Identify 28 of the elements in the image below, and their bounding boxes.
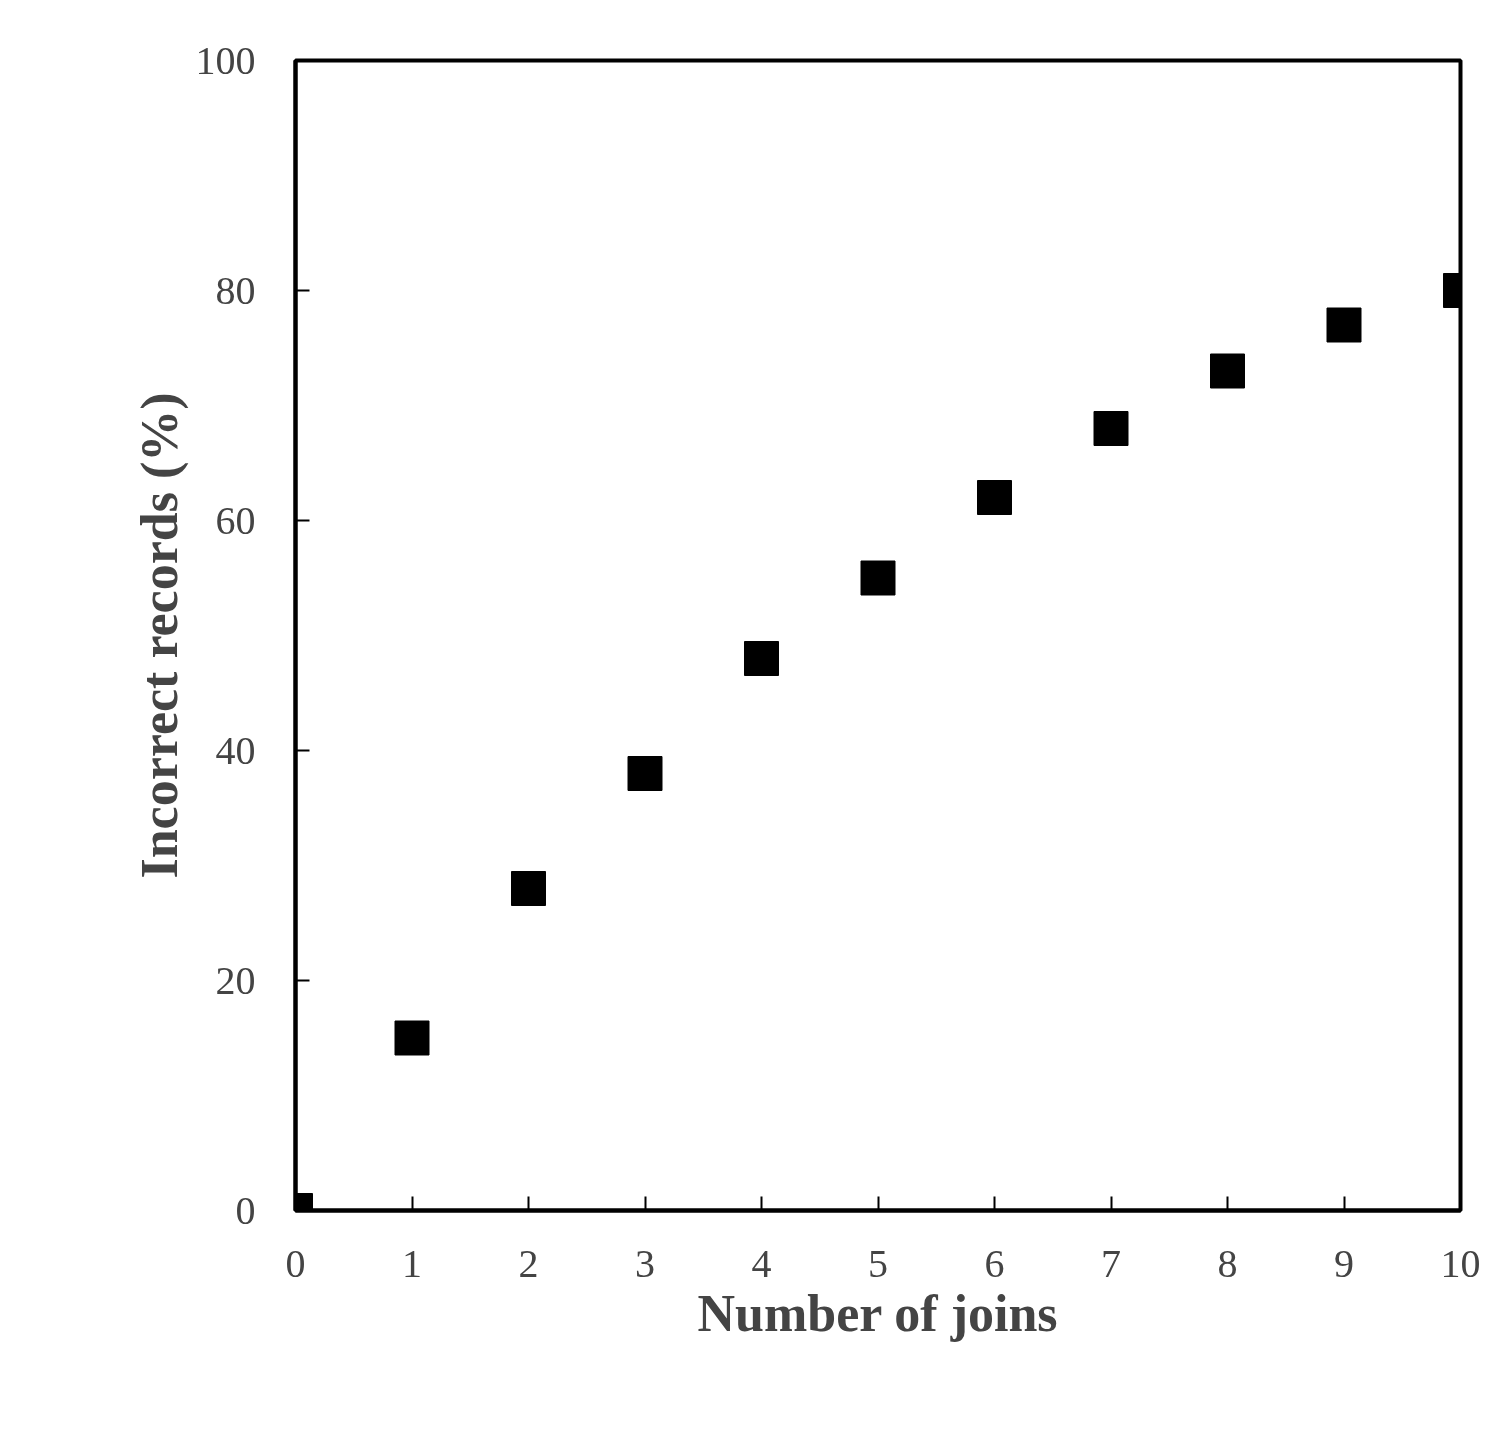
point xyxy=(394,1020,430,1056)
x-tick-label: 7 xyxy=(1101,1240,1121,1286)
x-tick-label: 3 xyxy=(635,1240,655,1286)
y-tick-label: 100 xyxy=(195,37,256,83)
point xyxy=(1326,307,1362,343)
y-tick-label: 0 xyxy=(235,1187,256,1233)
x-tick-label: 5 xyxy=(868,1240,888,1286)
y-tick-label: 20 xyxy=(215,957,256,1003)
point xyxy=(977,480,1012,515)
x-axis-title: Number of joins xyxy=(697,1284,1058,1342)
x-tick-label: 9 xyxy=(1334,1240,1354,1286)
point xyxy=(1093,411,1129,446)
x-tick-label: 4 xyxy=(751,1240,772,1286)
x-tick-label: 8 xyxy=(1217,1240,1238,1286)
x-tick-label: 6 xyxy=(984,1240,1005,1286)
x-tick-label: 0 xyxy=(285,1240,306,1286)
point xyxy=(860,560,896,596)
x-tick-label: 10 xyxy=(1440,1240,1481,1286)
point xyxy=(1210,353,1245,389)
point xyxy=(627,756,663,791)
y-axis-title: Incorrect records (%) xyxy=(130,392,189,879)
y-tick-label: 40 xyxy=(215,727,256,773)
x-tick-label: 1 xyxy=(402,1240,422,1286)
y-tick-label: 60 xyxy=(215,497,256,543)
point xyxy=(511,871,546,906)
x-tick-label: 2 xyxy=(518,1240,539,1286)
point xyxy=(744,641,779,676)
y-tick-label: 80 xyxy=(215,267,256,313)
